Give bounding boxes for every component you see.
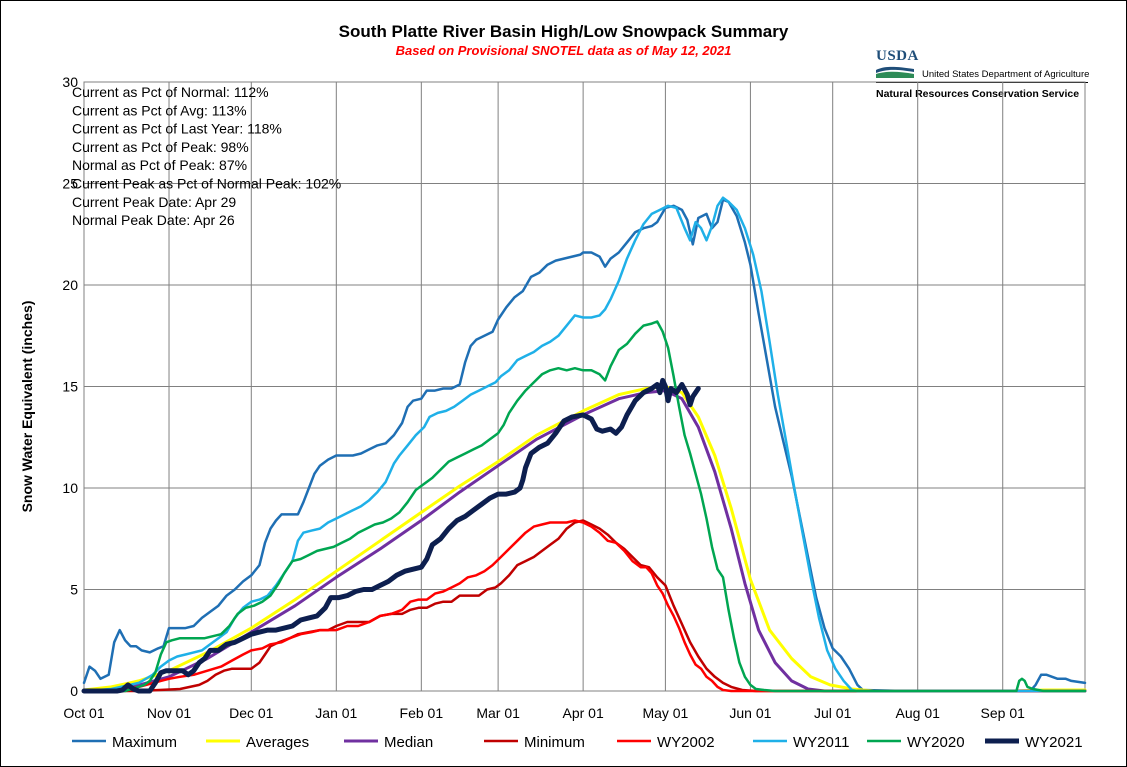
series-line-averages [82,385,1087,693]
legend: Maximum Averages Median Minimum WY2002 WY2011… [72,734,1083,751]
stat-line: Normal Peak Date: Apr 26 [72,212,235,228]
grid-lines [84,82,1085,691]
stat-line: Current Peak Date: Apr 29 [72,194,236,210]
x-axis-ticks: Oct 01 Nov 01 Dec 01 Jan 01 Feb 01 Mar 01 Apr … [63,705,1025,721]
stat-line: Current as Pct of Last Year: 118% [72,121,282,137]
usda-landscape-icon [876,66,914,78]
series-lines [81,196,1087,694]
y-tick-label: 15 [62,379,78,395]
legend-label: WY2021 [1025,734,1083,751]
stats-box: Current as Pct of Normal: 112% Current as… [72,84,341,228]
stat-line: Current as Pct of Avg: 113% [72,102,247,118]
x-tick-label: Nov 01 [147,705,192,721]
series-line-median [82,389,1087,693]
legend-label: Median [384,734,433,751]
chart-title: South Platte River Basin High/Low Snowpa… [338,22,789,41]
x-tick-label: Mar 01 [476,705,520,721]
plot-area [83,81,1086,692]
legend-label: Maximum [112,734,177,751]
series-line-wy2020 [82,320,1087,693]
usda-wordmark: USDA [876,48,919,64]
series-line-wy2011 [82,196,1087,693]
x-tick-label: Sep 01 [981,705,1026,721]
legend-label: WY2002 [657,734,715,751]
y-axis-ticks: 0 5 10 15 20 25 30 [62,74,78,699]
legend-label: WY2011 [793,734,849,751]
usda-nrcs-logo: USDA United States Department of Agricul… [876,48,1092,104]
y-tick-label: 25 [62,176,78,192]
x-tick-label: Apr 01 [563,705,604,721]
y-tick-label: 20 [62,277,78,293]
x-tick-label: Oct 01 [63,705,104,721]
usda-department-name: United States Department of Agriculture [922,69,1090,80]
x-tick-label: Dec 01 [229,705,274,721]
x-tick-label: May 01 [642,705,688,721]
y-tick-label: 0 [70,683,78,699]
chart-subtitle: Based on Provisional SNOTEL data as of M… [395,43,732,58]
series-line-minimum [82,519,1087,693]
legend-label: Minimum [524,734,585,751]
legend-label: WY2020 [907,734,965,751]
y-tick-label: 10 [62,480,78,496]
series-line-wy2002 [82,519,1087,693]
y-tick-label: 5 [70,582,78,598]
stat-line: Current Peak as Pct of Normal Peak: 102% [72,176,341,192]
x-tick-label: Jul 01 [814,705,852,721]
legend-label: Averages [246,734,309,751]
x-tick-label: Aug 01 [896,705,941,721]
stat-line: Current as Pct of Peak: 98% [72,139,249,155]
x-tick-label: Jan 01 [315,705,357,721]
y-tick-label: 30 [62,74,78,90]
x-tick-label: Feb 01 [400,705,444,721]
nrcs-name: Natural Resources Conservation Service [876,88,1080,100]
stat-line: Current as Pct of Normal: 112% [72,84,269,100]
x-tick-label: Jun 01 [729,705,771,721]
y-axis-label: Snow Water Equivalent (inches) [19,301,35,513]
stat-line: Normal as Pct of Peak: 87% [72,157,247,173]
series-line-wy2021 [81,377,701,694]
